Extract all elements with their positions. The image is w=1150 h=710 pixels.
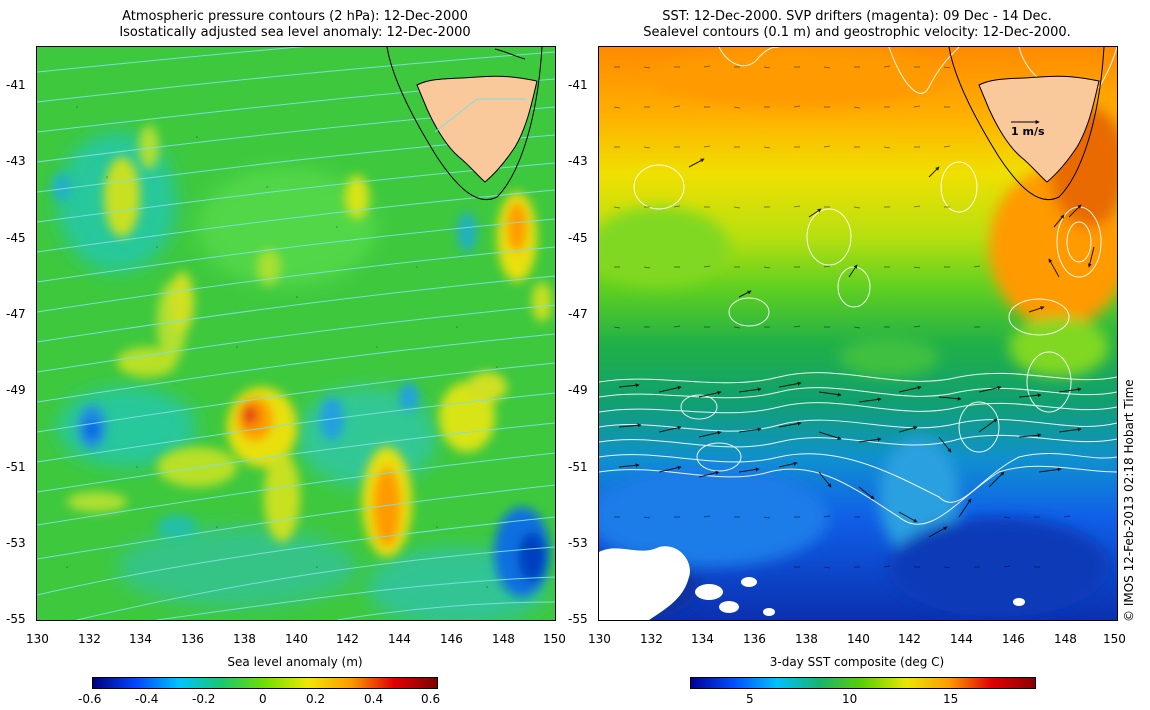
right-y-tick: -41 xyxy=(568,78,588,92)
sst-colorbar xyxy=(690,677,1036,689)
right-x-tick: 140 xyxy=(847,632,870,646)
right-y-tick: -47 xyxy=(568,307,588,321)
right-x-tick: 146 xyxy=(1002,632,1025,646)
left-y-tick: -47 xyxy=(6,307,26,321)
sla-field xyxy=(37,47,555,620)
sst-colorbar-tick: 15 xyxy=(943,692,959,706)
sst-map: 1 m/s xyxy=(598,46,1118,621)
right-x-tick: 132 xyxy=(640,632,663,646)
left-x-tick: 150 xyxy=(543,632,566,646)
tasmania-land-left xyxy=(416,75,538,183)
sla-colorbar-tick: 0.6 xyxy=(421,692,441,706)
imos-credit: © IMOS 12-Feb-2013 02:18 Hobart Time xyxy=(1122,379,1136,622)
left-x-tick: 146 xyxy=(440,632,463,646)
right-x-tick: 148 xyxy=(1054,632,1077,646)
left-y-tick: -41 xyxy=(6,78,26,92)
right-y-tick: -55 xyxy=(568,612,588,626)
sst-colorbar-tick: 10 xyxy=(842,692,858,706)
right-y-tick: -53 xyxy=(568,536,588,550)
left-title-line1: Atmospheric pressure contours (2 hPa): 1… xyxy=(122,9,468,24)
velocity-scale-label: 1 m/s xyxy=(1011,125,1045,138)
sla-colorbar-tick: 0.2 xyxy=(306,692,326,706)
right-x-tick: 136 xyxy=(743,632,766,646)
sla-colorbar-tick: 0.4 xyxy=(364,692,384,706)
sla-colorbar-title: Sea level anomaly (m) xyxy=(227,655,363,669)
left-y-tick: -43 xyxy=(6,154,26,168)
right-title-line2: Sealevel contours (0.1 m) and geostrophi… xyxy=(643,25,1071,40)
right-y-tick: -49 xyxy=(568,383,588,397)
left-x-tick: 130 xyxy=(26,632,49,646)
left-y-tick: -45 xyxy=(6,231,26,245)
left-x-tick: 148 xyxy=(492,632,515,646)
sst-field xyxy=(599,47,1117,620)
left-y-tick: -51 xyxy=(6,460,26,474)
left-y-tick: -55 xyxy=(6,612,26,626)
sla-colorbar-tick: -0.2 xyxy=(192,692,216,706)
sst-colorbar-tick: 5 xyxy=(746,692,754,706)
left-x-tick: 140 xyxy=(285,632,308,646)
right-x-tick: 150 xyxy=(1103,632,1126,646)
right-x-tick: 144 xyxy=(950,632,973,646)
sst-colorbar-title: 3-day SST composite (deg C) xyxy=(769,655,945,669)
right-x-tick: 130 xyxy=(588,632,611,646)
right-y-tick: -45 xyxy=(568,231,588,245)
left-x-tick: 144 xyxy=(388,632,411,646)
left-x-tick: 134 xyxy=(129,632,152,646)
tasmania-land-right xyxy=(978,75,1100,183)
sla-colorbar-tick: -0.4 xyxy=(135,692,159,706)
geostrophic-velocity-arrows xyxy=(618,158,1095,538)
sla-colorbar-tick: 0 xyxy=(259,692,267,706)
sla-colorbar-tick: -0.6 xyxy=(78,692,102,706)
left-x-tick: 132 xyxy=(78,632,101,646)
right-y-tick: -43 xyxy=(568,154,588,168)
left-title-line2: Isostatically adjusted sea level anomaly… xyxy=(119,25,471,40)
left-x-tick: 138 xyxy=(233,632,256,646)
sla-colorbar xyxy=(92,677,438,689)
left-y-tick: -49 xyxy=(6,383,26,397)
right-x-tick: 142 xyxy=(898,632,921,646)
sea-level-anomaly-map xyxy=(36,46,556,621)
right-x-tick: 138 xyxy=(795,632,818,646)
left-y-tick: -53 xyxy=(6,536,26,550)
right-y-tick: -51 xyxy=(568,460,588,474)
left-x-tick: 136 xyxy=(181,632,204,646)
left-x-tick: 142 xyxy=(336,632,359,646)
right-x-tick: 134 xyxy=(691,632,714,646)
right-title-line1: SST: 12-Dec-2000. SVP drifters (magenta)… xyxy=(662,9,1052,24)
